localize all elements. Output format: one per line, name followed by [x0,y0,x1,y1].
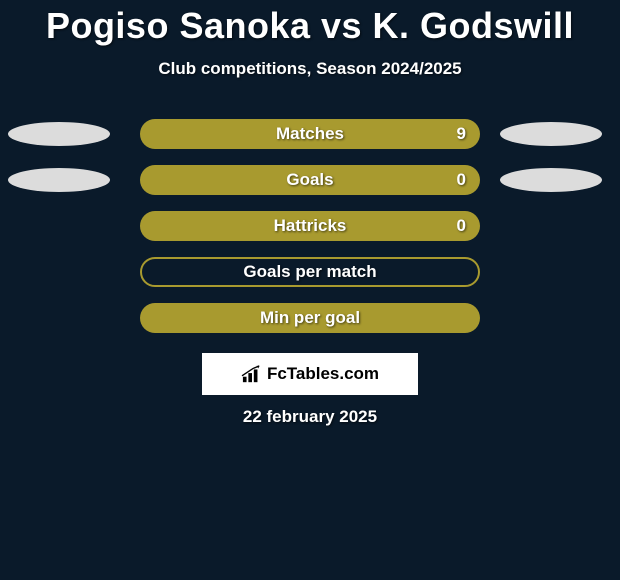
stat-value: 0 [457,170,466,190]
stat-label: Matches [276,124,344,144]
left-ellipse [8,122,110,146]
stat-bar: Min per goal [140,303,480,333]
stat-value: 0 [457,216,466,236]
stat-row: Goals 0 [0,165,620,195]
stat-bar: Matches 9 [140,119,480,149]
stat-row: Matches 9 [0,119,620,149]
stat-row: Hattricks 0 [0,211,620,241]
right-ellipse [500,168,602,192]
stats-area: Matches 9 Goals 0 Hattricks 0 Goals per match M… [0,119,620,333]
infographic-container: Pogiso Sanoka vs K. Godswill Club compet… [0,0,620,427]
stat-label: Hattricks [274,216,347,236]
logo-box: FcTables.com [202,353,418,395]
stat-value: 9 [457,124,466,144]
stat-row: Min per goal [0,303,620,333]
stat-row: Goals per match [0,257,620,287]
stat-label: Goals per match [243,262,376,282]
bar-chart-icon [241,364,263,384]
right-ellipse [500,122,602,146]
stat-bar: Goals per match [140,257,480,287]
page-title: Pogiso Sanoka vs K. Godswill [0,5,620,47]
stat-bar: Goals 0 [140,165,480,195]
left-ellipse [8,168,110,192]
stat-label: Min per goal [260,308,360,328]
stat-label: Goals [286,170,333,190]
logo-text: FcTables.com [267,364,379,384]
date-text: 22 february 2025 [0,407,620,427]
subtitle: Club competitions, Season 2024/2025 [0,59,620,79]
stat-bar: Hattricks 0 [140,211,480,241]
